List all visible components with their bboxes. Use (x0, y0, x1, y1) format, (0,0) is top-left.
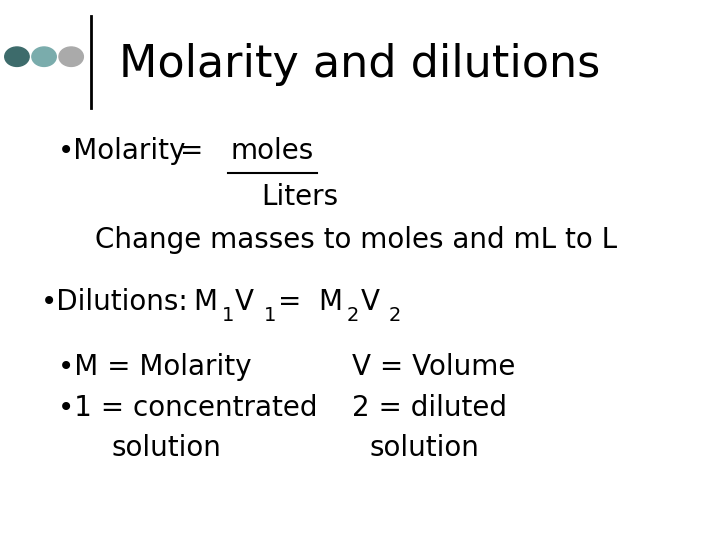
Text: V: V (361, 288, 379, 316)
Text: 1: 1 (264, 306, 276, 326)
Text: V = Volume: V = Volume (352, 353, 516, 381)
Text: 2: 2 (389, 306, 402, 326)
Text: =: = (278, 288, 301, 316)
Text: 2: 2 (347, 306, 359, 326)
Text: M: M (193, 288, 217, 316)
Text: •M = Molarity: •M = Molarity (58, 353, 251, 381)
Text: •1 = concentrated: •1 = concentrated (58, 394, 317, 422)
Text: 2 = diluted: 2 = diluted (352, 394, 508, 422)
Text: Liters: Liters (261, 183, 338, 211)
Text: Change masses to moles and mL to L: Change masses to moles and mL to L (95, 226, 617, 254)
Text: •Dilutions:: •Dilutions: (40, 288, 189, 316)
Text: moles: moles (230, 137, 314, 165)
Circle shape (5, 47, 29, 66)
Text: =: = (179, 137, 203, 165)
Text: M: M (318, 288, 343, 316)
Text: V: V (235, 288, 254, 316)
Text: 1: 1 (222, 306, 234, 326)
Text: •Molarity: •Molarity (58, 137, 186, 165)
Text: solution: solution (369, 434, 480, 462)
Text: Molarity and dilutions: Molarity and dilutions (119, 43, 600, 86)
Circle shape (32, 47, 56, 66)
Text: solution: solution (112, 434, 222, 462)
Circle shape (59, 47, 84, 66)
